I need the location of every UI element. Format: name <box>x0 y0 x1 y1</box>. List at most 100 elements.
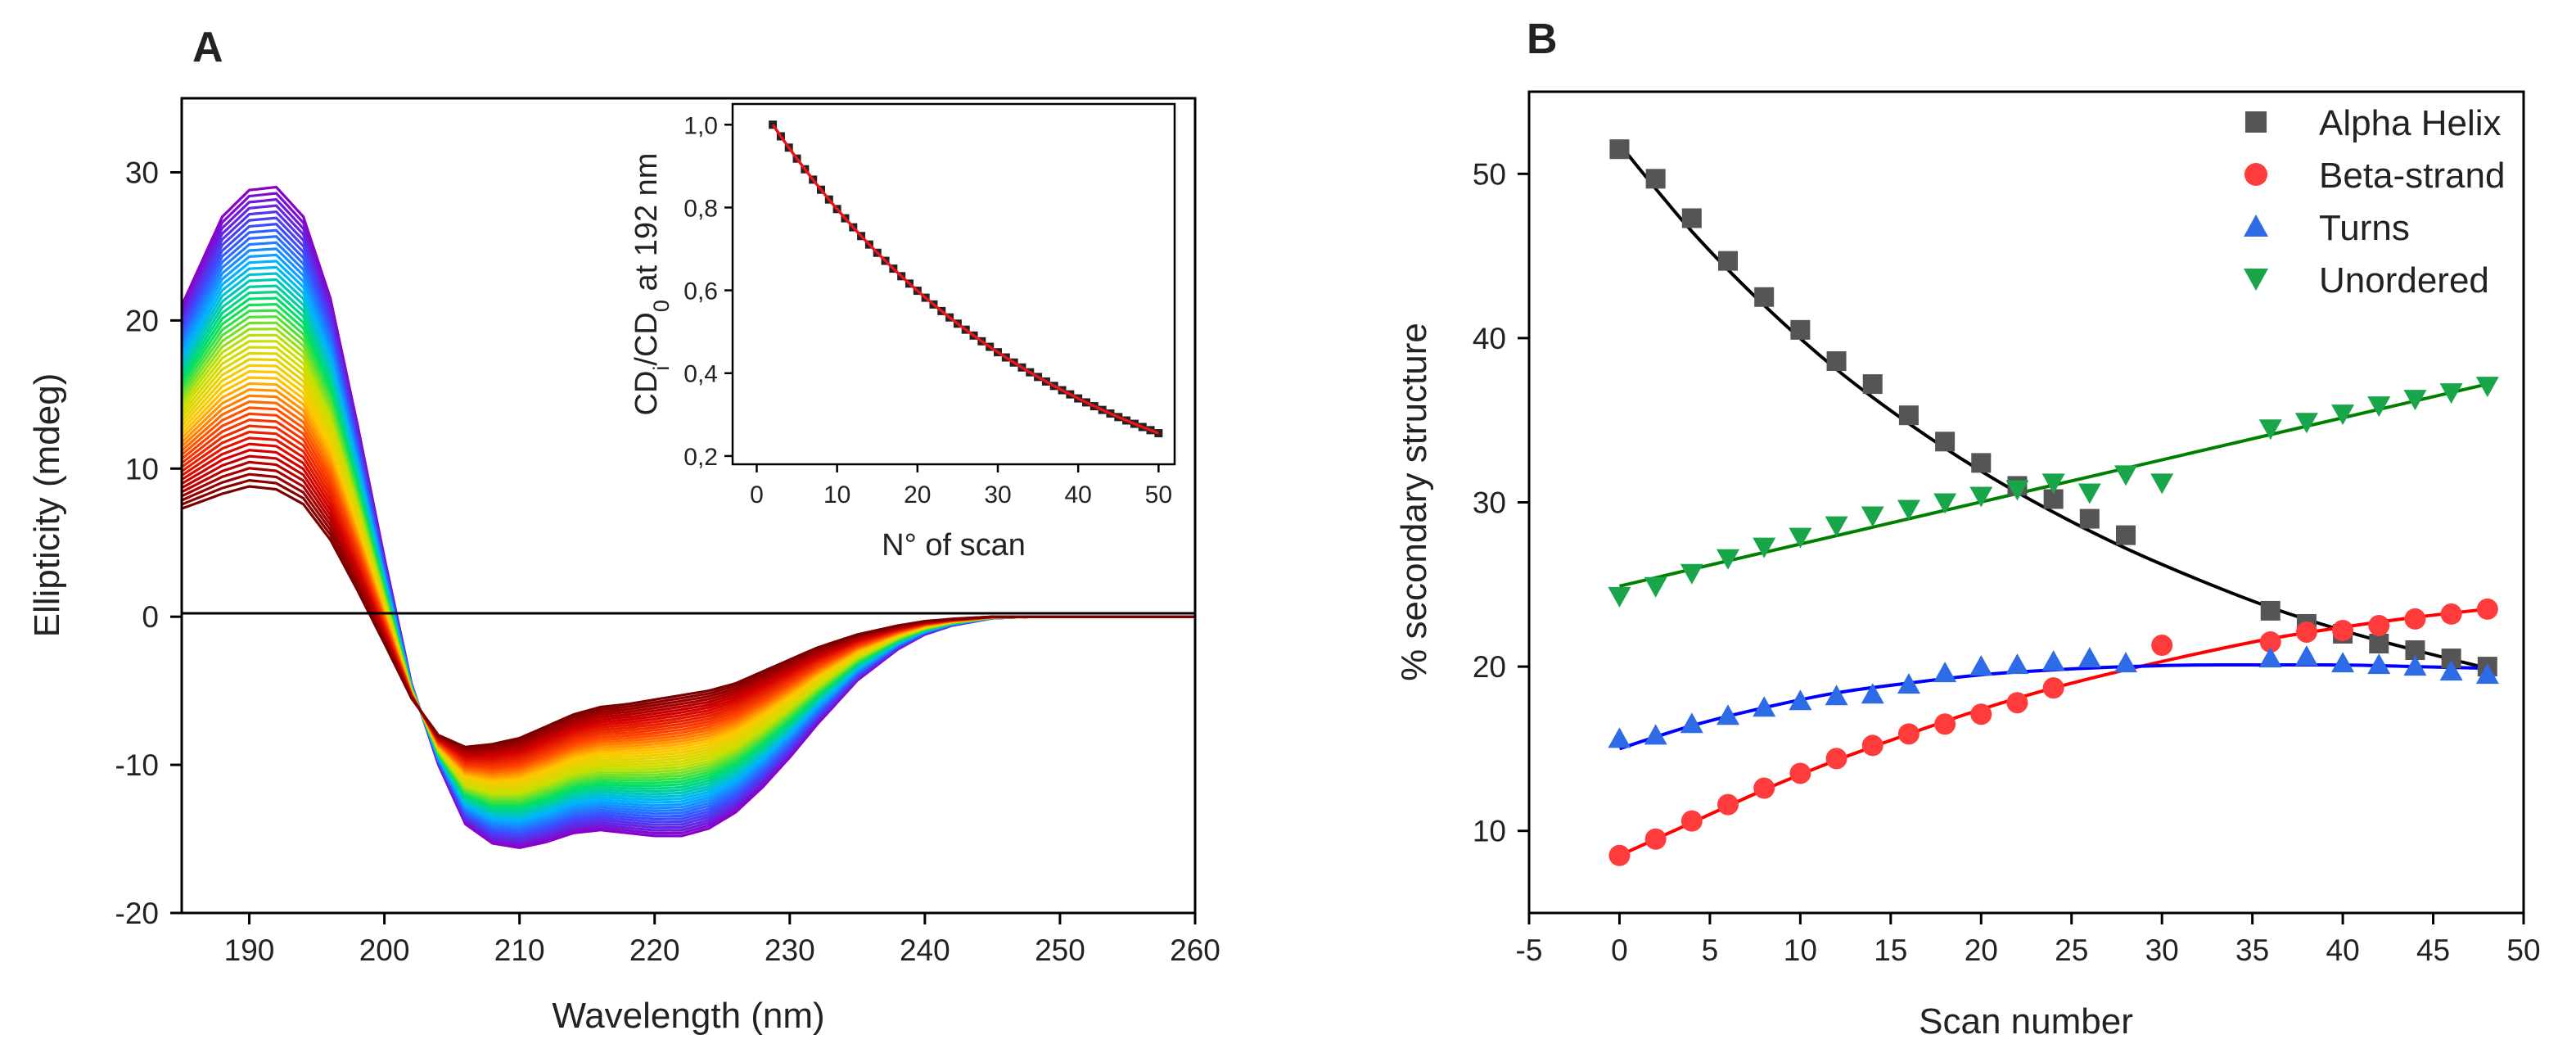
inset-x-label: N° of scan <box>882 528 1026 563</box>
data-point-alpha-helix <box>1826 350 1847 371</box>
panel-b-x-tick-label: 30 <box>2145 933 2179 967</box>
inset-y-label-part-1: CD <box>629 371 664 416</box>
panel-a-x-tick-label: 250 <box>1035 933 1085 967</box>
legend-marker-triangle-down <box>2244 269 2268 291</box>
panel-b-x-ticks: -5 0 5 10 15 20 25 30 35 40 45 50 <box>1516 913 2541 967</box>
data-point-turns <box>2294 645 2318 667</box>
data-point-unordered <box>1608 586 1631 608</box>
data-point-unordered <box>1969 486 1993 508</box>
data-point-turns <box>2331 652 2355 673</box>
data-point-beta-strand <box>1934 713 1956 735</box>
data-point-unordered <box>2439 383 2463 404</box>
data-point-alpha-helix <box>1681 208 1702 228</box>
data-point-beta-strand <box>1717 793 1739 816</box>
inset-x-tick-label: 50 <box>1145 481 1172 508</box>
data-point-unordered <box>2114 465 2137 486</box>
panel-a-letter: A <box>192 24 223 71</box>
data-point-turns <box>2367 653 2391 675</box>
data-point-turns <box>1753 696 1776 717</box>
data-point-alpha-helix <box>2260 600 2281 621</box>
data-point-turns <box>2439 660 2463 681</box>
data-point-beta-strand <box>2440 603 2462 625</box>
legend-label-alpha-helix: Alpha Helix <box>2319 103 2502 143</box>
inset-y-tick-label: 0,8 <box>683 195 718 222</box>
inset-y-label-sub-0: 0 <box>649 300 674 312</box>
data-point-unordered <box>2258 419 2282 441</box>
data-point-turns <box>1608 727 1631 748</box>
data-point-turns <box>1897 673 1920 694</box>
data-point-unordered <box>1717 549 1739 570</box>
panel-a-x-tick-label: 220 <box>629 933 680 967</box>
legend-item-alpha-helix: Alpha Helix <box>2245 103 2502 143</box>
data-point-unordered <box>2367 396 2391 418</box>
data-point-beta-strand <box>2295 621 2317 643</box>
data-point-turns <box>2077 647 2101 668</box>
data-point-turns <box>2005 653 2029 675</box>
panel-b-x-tick-label: 45 <box>2416 933 2450 967</box>
panel-b-y-tick-label: 30 <box>1473 486 1506 520</box>
data-point-beta-strand <box>1825 748 1847 770</box>
inset-y-tick-label: 0,2 <box>683 444 718 471</box>
panel-b-y-tick-label: 50 <box>1473 157 1506 191</box>
data-point-beta-strand <box>1753 777 1775 799</box>
data-point-turns <box>2403 655 2427 676</box>
data-point-beta-strand <box>1861 734 1884 757</box>
inset-chart: 0 10 20 30 40 50 0,2 0,4 0,6 0,8 1,0 N° of scan C… <box>629 102 1176 563</box>
panel-b-y-tick-label: 20 <box>1473 650 1506 684</box>
data-point-beta-strand <box>1897 723 1920 745</box>
panel-a-x-tick-label: 200 <box>359 933 410 967</box>
panel-b-data-points <box>1608 139 2499 866</box>
panel-a-y-tick-label: 30 <box>125 156 159 189</box>
inset-x-tick-label: 10 <box>823 481 850 508</box>
data-point-turns <box>1969 655 1993 676</box>
inset-x-tick-label: 40 <box>1064 481 1091 508</box>
data-point-alpha-helix <box>2369 634 2389 654</box>
panel-b-y-tick-label: 10 <box>1473 815 1506 848</box>
data-point-unordered <box>1897 499 1920 521</box>
inset-x-ticks: 0 10 20 30 40 50 <box>750 464 1172 508</box>
panel-a-x-label: Wavelength (nm) <box>552 996 824 1036</box>
inset-y-label-sub-i: i <box>649 366 674 371</box>
panel-a: A 190 200 210 220 230 240 250 260 -20-100102030… <box>27 24 1220 1036</box>
data-point-turns <box>1861 683 1884 704</box>
data-point-turns <box>2258 647 2282 668</box>
inset-x-tick-label: 20 <box>904 481 931 508</box>
data-point-turns <box>1717 704 1739 725</box>
data-point-alpha-helix <box>1898 405 1919 426</box>
panel-b-x-tick-label: 35 <box>2235 933 2269 967</box>
data-point-beta-strand <box>1644 828 1667 850</box>
data-point-beta-strand <box>2151 635 2173 657</box>
data-point-alpha-helix <box>2079 508 2100 529</box>
panel-b-y-label: % secondary structure <box>1394 323 1434 681</box>
data-point-beta-strand <box>2404 608 2426 630</box>
inset-y-label-part-2: /CD <box>629 312 664 365</box>
fit-line-beta-strand <box>1618 607 2488 857</box>
legend-item-unordered: Unordered <box>2244 260 2489 301</box>
data-point-turns <box>1825 685 1848 706</box>
inset-y-label: CDi/CD0 at 192 nm <box>629 153 674 416</box>
inset-x-tick-label: 0 <box>750 481 764 508</box>
legend-marker-circle <box>2244 163 2267 186</box>
panel-a-y-label: Ellipticity (mdeg) <box>27 373 67 638</box>
data-point-beta-strand <box>1789 762 1811 784</box>
inset-y-tick-label: 0,6 <box>683 278 718 305</box>
panel-a-y-tick-label: 10 <box>125 452 159 486</box>
data-point-turns <box>2114 652 2137 673</box>
data-point-alpha-helix <box>2116 525 2136 545</box>
inset-y-ticks: 0,2 0,4 0,6 0,8 1,0 <box>683 112 733 471</box>
data-point-beta-strand <box>2042 677 2064 699</box>
data-point-turns <box>1789 689 1812 711</box>
panel-a-y-tick-label: -20 <box>115 897 159 930</box>
data-point-beta-strand <box>1608 844 1631 866</box>
legend-label-unordered: Unordered <box>2319 260 2489 301</box>
panel-a-x-ticks: 190 200 210 220 230 240 250 260 <box>224 913 1220 967</box>
panel-b-y-tick-label: 40 <box>1473 322 1506 355</box>
data-point-unordered <box>1789 527 1812 549</box>
panel-a-x-tick-label: 240 <box>900 933 950 967</box>
panel-b-x-tick-label: 20 <box>1965 933 1998 967</box>
panel-b-y-ticks: 10 20 30 40 50 <box>1473 157 1529 848</box>
panel-a-y-tick-label: 0 <box>142 600 159 634</box>
panel-a-y-ticks: -20 -10 0 10 20 30 <box>115 156 182 930</box>
panel-a-x-tick-label: 260 <box>1170 933 1220 967</box>
data-point-unordered <box>2475 377 2499 398</box>
